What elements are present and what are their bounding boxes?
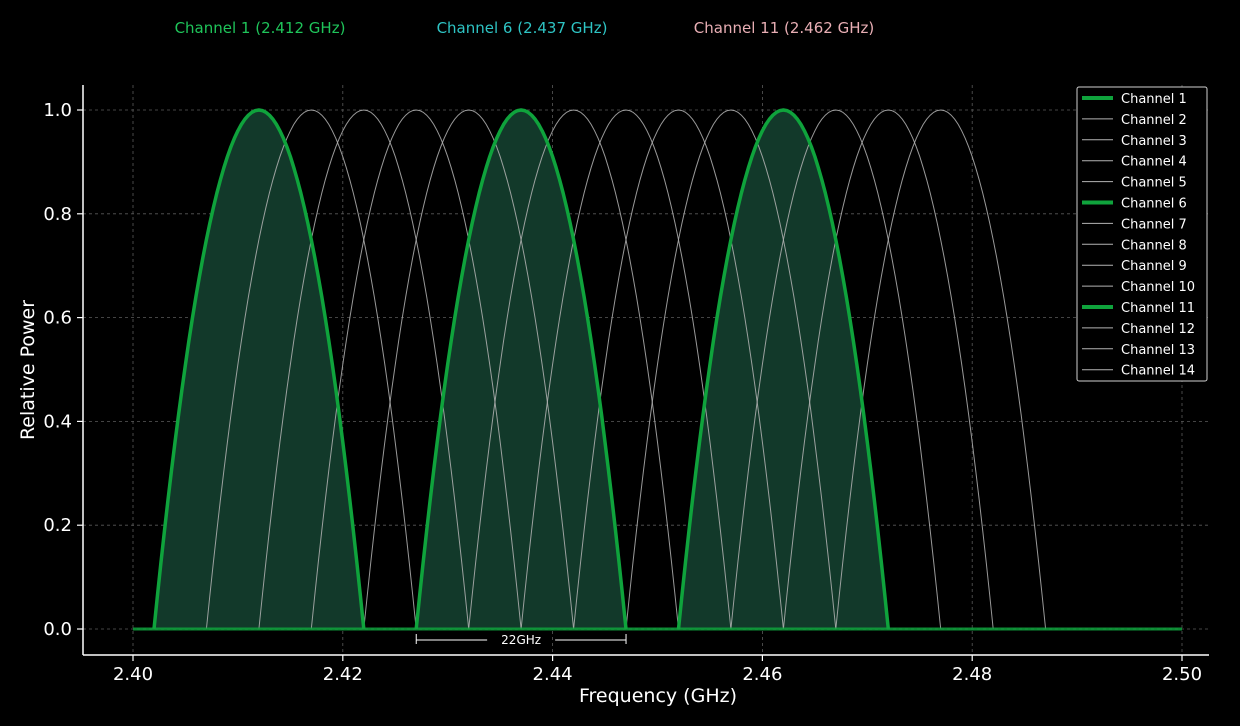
legend-label-channel-1: Channel 1 <box>1121 92 1187 107</box>
channel-3-curve <box>258 109 470 630</box>
channel-5-curve <box>363 109 575 630</box>
top-label-channel-6: Channel 6 (2.437 GHz) <box>437 19 608 37</box>
legend-label-channel-14: Channel 14 <box>1121 364 1195 379</box>
channel-6-curve <box>414 108 628 630</box>
x-tick-label: 2.44 <box>533 664 573 685</box>
highlight-curves <box>133 108 1182 631</box>
channel-7-curve <box>468 109 679 630</box>
channel-4-curve <box>310 109 522 630</box>
x-tick-label: 2.46 <box>742 664 782 685</box>
channel-13-curve <box>782 109 994 630</box>
bandwidth-label: 22GHz <box>501 633 541 647</box>
y-tick-label: 0.4 <box>43 411 72 432</box>
legend-label-channel-3: Channel 3 <box>1121 134 1187 149</box>
legend-label-channel-8: Channel 8 <box>1121 238 1187 253</box>
y-tick-label: 0.0 <box>43 619 72 640</box>
top-label-channel-1: Channel 1 (2.412 GHz) <box>175 19 346 37</box>
y-axis-label: Relative Power <box>17 300 39 440</box>
top-label-channel-11: Channel 11 (2.462 GHz) <box>694 19 874 37</box>
legend-label-channel-4: Channel 4 <box>1121 155 1187 170</box>
y-tick-label: 1.0 <box>43 100 72 121</box>
legend-label-channel-5: Channel 5 <box>1121 176 1187 191</box>
y-tick-label: 0.8 <box>43 204 72 225</box>
x-tick-label: 2.48 <box>952 664 992 685</box>
legend-label-channel-13: Channel 13 <box>1121 343 1195 358</box>
channel-11-curve <box>676 108 891 630</box>
legend-label-channel-10: Channel 10 <box>1121 280 1195 295</box>
channel-9-curve <box>573 109 784 630</box>
x-axis-label: Frequency (GHz) <box>579 685 737 707</box>
bandwidth-annotation: 22GHz <box>415 633 627 647</box>
channel-2-curve <box>205 109 417 630</box>
highlight-fills <box>154 110 889 629</box>
legend-label-channel-6: Channel 6 <box>1121 197 1187 212</box>
channel-10-curve <box>625 109 837 630</box>
x-tick-label: 2.40 <box>113 664 153 685</box>
x-tick-label: 2.50 <box>1162 664 1202 685</box>
channel-8-curve <box>520 109 732 630</box>
channel-curves <box>205 109 1047 630</box>
channel-12-curve <box>730 109 942 630</box>
channel-14-curve <box>835 109 1047 630</box>
legend-label-channel-2: Channel 2 <box>1121 113 1187 128</box>
x-tick-label: 2.42 <box>323 664 363 685</box>
y-tick-label: 0.6 <box>43 308 72 329</box>
legend-label-channel-9: Channel 9 <box>1121 259 1187 274</box>
channel-1-curve <box>152 108 366 630</box>
y-tick-label: 0.2 <box>43 515 72 536</box>
legend-label-channel-7: Channel 7 <box>1121 217 1187 232</box>
legend: Channel 1 Channel 2 Channel 3 Channel 4 Chan… <box>1076 86 1208 382</box>
legend-label-channel-11: Channel 11 <box>1121 301 1195 316</box>
axis-ticks: 2.40 2.42 2.44 2.46 2.48 2.50 0.0 0.2 0.4 0.6 0.8 1… <box>43 100 1202 685</box>
legend-label-channel-12: Channel 12 <box>1121 322 1195 337</box>
